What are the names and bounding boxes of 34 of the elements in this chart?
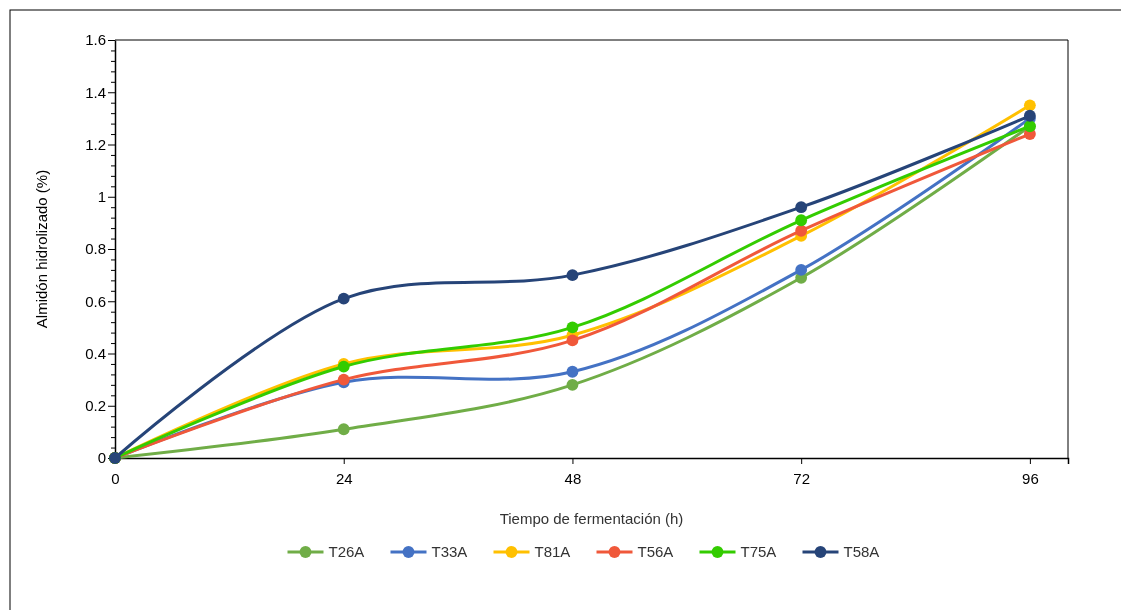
point [795,214,808,227]
point [337,292,350,305]
y-tick-label: 1.6 [85,31,106,49]
point [1023,99,1036,112]
y-tick-label: 0.2 [85,397,106,415]
x-tick-label: 96 [1022,469,1039,487]
x-tick-label: 48 [564,469,582,487]
legend-label: T81A [534,543,571,560]
point [566,334,579,347]
legend-label: T75A [740,543,777,560]
point [566,321,579,334]
y-tick-label: 1.4 [85,83,106,101]
x-tick-label: 0 [111,469,120,487]
y-tick-label: 0 [97,449,106,467]
x-tick-label: 24 [335,469,353,487]
point [566,269,579,282]
point [566,378,579,391]
y-tick-label: 1.2 [85,135,106,153]
legend-label: T26A [328,543,365,560]
point [795,224,808,237]
point [566,365,579,378]
point [795,201,808,214]
legend-label: T56A [637,543,674,560]
legend-label: T33A [431,543,468,560]
x-axis-title: Tiempo de fermentación (h) [499,510,684,527]
point [795,263,808,276]
y-tick-label: 1 [97,188,106,206]
legend-label: T58A [843,543,880,560]
x-tick-label: 72 [793,469,810,487]
y-tick-label: 0.4 [85,344,106,362]
point [337,423,350,436]
y-tick-label: 0.8 [85,240,106,258]
y-axis-title: Almidón hidrolizado (%) [33,169,50,329]
y-tick-label: 0.6 [85,292,106,310]
